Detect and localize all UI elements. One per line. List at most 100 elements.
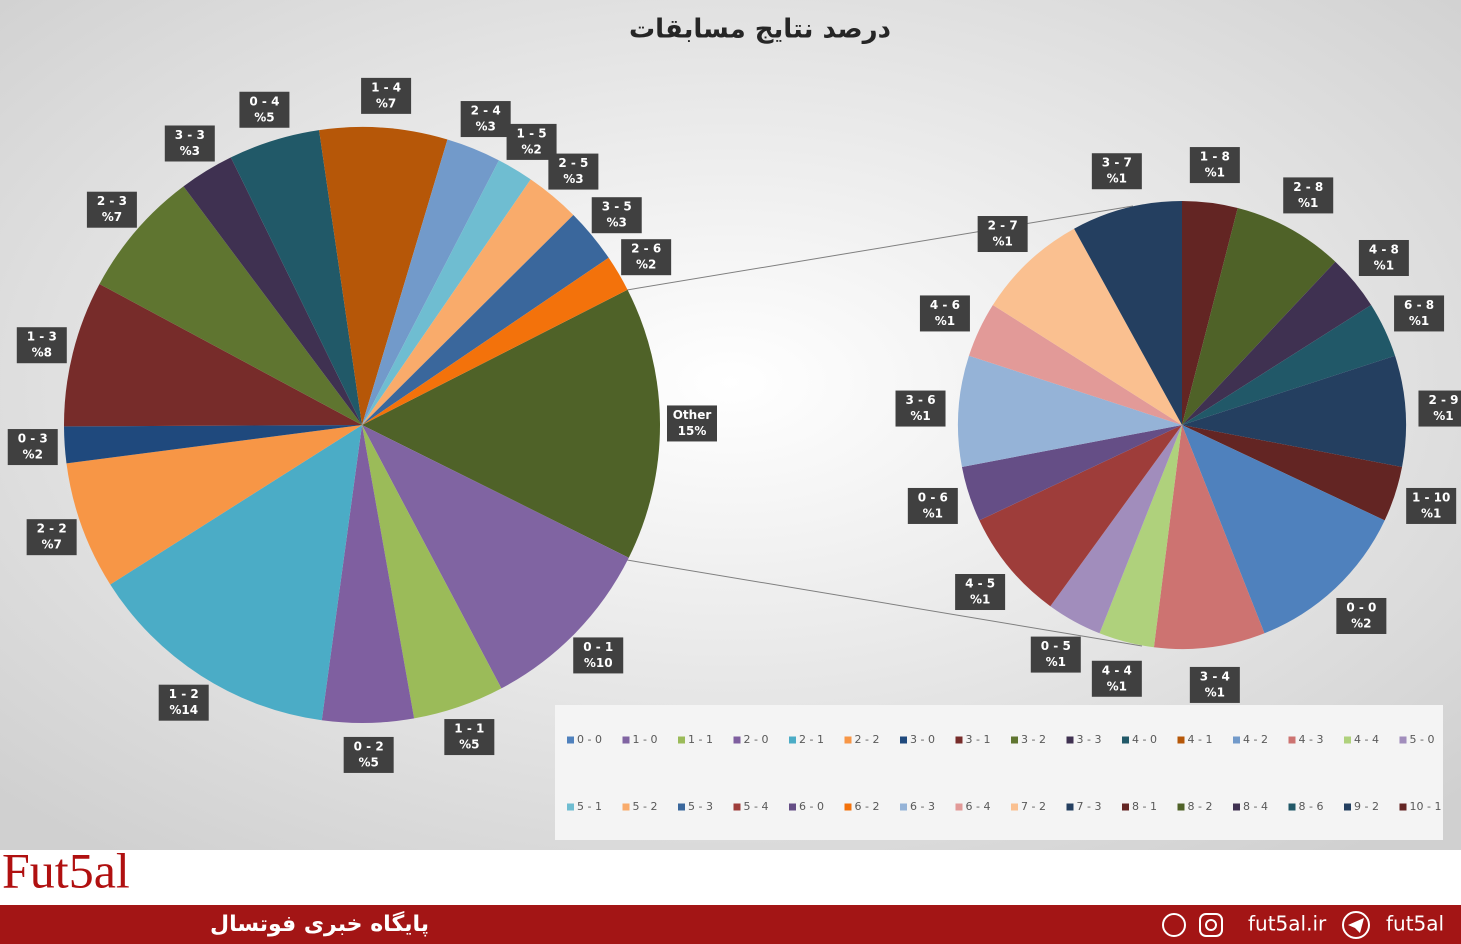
instagram-icon	[1199, 913, 1223, 937]
pie-slice	[992, 228, 1182, 425]
label-box	[895, 390, 946, 427]
legend-swatch	[1288, 736, 1296, 744]
slice-percent: %7	[376, 96, 396, 110]
slice-name: 5 - 3	[602, 200, 632, 214]
pie-slice	[1099, 425, 1182, 648]
slice-percent: %2	[636, 258, 656, 272]
telegram: fut5al	[1386, 912, 1444, 936]
slice-name: 3 - 1	[27, 330, 57, 344]
slice-name: 8 - 4	[1369, 242, 1399, 256]
legend-label: 4 - 3	[1299, 733, 1324, 746]
footer-bar	[0, 905, 1461, 944]
pie-slice	[1182, 261, 1372, 425]
legend-label: 10 - 1	[1410, 800, 1442, 813]
label-box	[1091, 660, 1142, 697]
slice-percent: %8	[32, 346, 52, 360]
slice-percent: %1	[1374, 258, 1394, 272]
legend-label: 8 - 6	[1299, 800, 1324, 813]
legend-swatch	[567, 736, 574, 744]
label-box	[1418, 390, 1461, 427]
pie-slice	[1074, 201, 1182, 425]
legend-swatch	[1011, 736, 1018, 744]
slice-percent: %3	[607, 216, 627, 230]
pie-slice	[961, 425, 1182, 521]
telegram-icon	[1342, 911, 1370, 939]
legend-label: 2 - 0	[744, 733, 769, 746]
website: fut5al.ir	[1248, 912, 1327, 936]
legend-label: 4 - 2	[1243, 733, 1268, 746]
pie-slice	[1182, 355, 1406, 467]
legend-swatch	[789, 736, 796, 744]
footer-strip	[0, 850, 1461, 905]
slice-name: 7 - 2	[988, 219, 1018, 233]
label-box	[1283, 177, 1334, 214]
pie-slice	[1153, 425, 1265, 649]
slice-percent: %1	[1298, 196, 1318, 210]
label-box	[907, 487, 958, 524]
legend-label: 6 - 2	[855, 800, 880, 813]
pie-slice	[362, 160, 531, 425]
slice-name: 1 - 0	[583, 640, 613, 654]
slice-name: 10 - 1	[1412, 490, 1450, 504]
label-box	[86, 191, 137, 228]
slice-percent: %7	[102, 210, 122, 224]
legend-swatch	[1233, 736, 1240, 744]
pie-slice	[1050, 425, 1182, 634]
pie-slice	[230, 130, 362, 425]
label-box	[977, 216, 1028, 253]
legend-swatch	[1122, 736, 1129, 744]
legend-swatch	[1288, 803, 1296, 811]
slice-percent: %1	[1107, 172, 1127, 186]
web-icon	[1162, 913, 1186, 937]
legend-swatch	[1011, 803, 1018, 811]
label-box	[1189, 666, 1240, 703]
legend-swatch	[567, 803, 574, 811]
label-box	[621, 239, 672, 276]
pie-slice	[958, 355, 1182, 467]
slice-name: 4 - 4	[1102, 663, 1132, 677]
legend-label: 5 - 3	[688, 800, 713, 813]
label-box	[26, 519, 77, 556]
slice-name: 4 - 3	[1200, 669, 1230, 683]
legend: 0 - 0 1 - 0 1 - 1 2 - 0 2 - 1 2 - 2 3 - 0 3 - 1…	[567, 733, 1441, 813]
label-box	[158, 684, 209, 721]
slice-percent: %1	[970, 593, 990, 607]
slice-percent: 15%	[678, 424, 707, 438]
legend-swatch	[1399, 736, 1407, 744]
slice-name: 6 - 0	[918, 490, 948, 504]
pie-slice	[110, 425, 362, 721]
slice-percent: %2	[521, 142, 541, 156]
legend-swatch	[1066, 736, 1074, 744]
legend-label: 6 - 4	[966, 800, 991, 813]
legend-label: 3 - 2	[1021, 733, 1046, 746]
slice-percent: %14	[169, 703, 198, 717]
pie-slice	[362, 425, 629, 689]
label-box	[16, 327, 67, 364]
slice-percent: %10	[584, 656, 613, 670]
label-box	[1358, 239, 1409, 276]
slice-name: 8 - 6	[1404, 298, 1434, 312]
pie-slice	[1182, 425, 1403, 521]
label-box	[666, 405, 717, 442]
pie-slice	[362, 257, 628, 425]
legend-label: 7 - 2	[1021, 800, 1046, 813]
slice-name: 0 - 0	[1346, 600, 1376, 614]
slice-name: 1 - 1	[454, 722, 484, 736]
slice-name: 2 - 1	[169, 687, 199, 701]
slice-percent: %1	[923, 506, 943, 520]
legend-swatch	[900, 736, 907, 744]
slice-percent: %5	[459, 738, 479, 752]
slice-percent: %1	[1409, 314, 1429, 328]
label-box	[164, 125, 215, 162]
label-box	[548, 153, 599, 190]
legend-label: 8 - 1	[1132, 800, 1157, 813]
telegram-icon-plane	[1348, 918, 1364, 933]
label-box	[343, 736, 394, 773]
legend-swatch	[900, 803, 907, 811]
slice-name: 5 - 4	[965, 577, 995, 591]
legend-label: 3 - 1	[966, 733, 991, 746]
pie-slice	[362, 179, 574, 425]
legend-label: 5 - 1	[577, 800, 602, 813]
legend-label: 4 - 0	[1132, 733, 1157, 746]
